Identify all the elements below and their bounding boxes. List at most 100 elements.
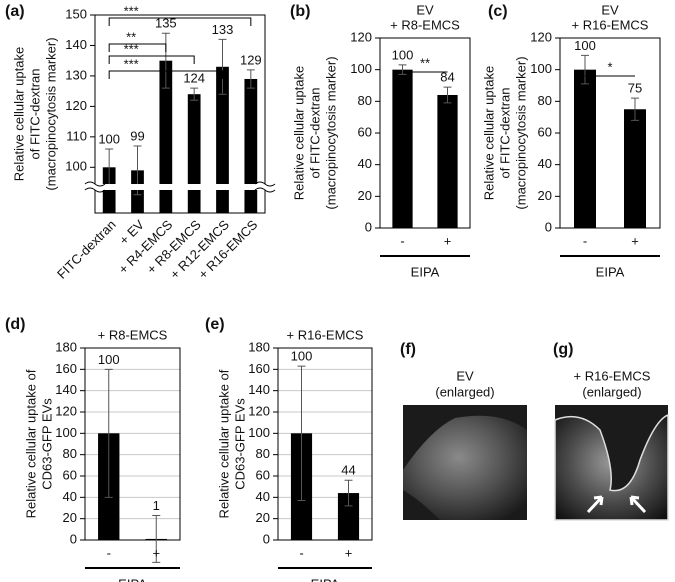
y-tick-label: 0 xyxy=(263,531,270,546)
value-label: 100 xyxy=(392,47,414,62)
y-tick-label: 100 xyxy=(55,425,77,440)
y-axis-label: (macropinocytosis marker) xyxy=(323,56,338,209)
value-label: 135 xyxy=(155,16,177,31)
y-tick-label: 80 xyxy=(63,446,77,461)
y-axis-label: of FITC-dextran xyxy=(307,87,322,178)
significance-bracket xyxy=(108,43,167,52)
arrow xyxy=(629,495,647,514)
y-axis-label: of FITC-dextran xyxy=(27,68,42,159)
y-tick-label: 40 xyxy=(358,156,372,171)
value-label: 100 xyxy=(98,352,120,367)
value-label: 100 xyxy=(291,349,313,364)
bar xyxy=(437,95,458,228)
panel-label: (e) xyxy=(205,316,225,333)
y-axis-label: Relative cellular uptake xyxy=(11,47,26,181)
image-caption: + R16-EMCS xyxy=(574,368,651,383)
y-tick-label: 20 xyxy=(256,510,270,525)
x-tick-label: - xyxy=(583,233,587,248)
y-tick-label: 130 xyxy=(65,67,87,82)
arrow xyxy=(586,495,604,514)
cell-g xyxy=(554,413,669,521)
error-bar xyxy=(344,479,353,507)
break-mark xyxy=(254,181,276,193)
y-tick-label: 60 xyxy=(538,124,552,139)
error-bar xyxy=(631,97,639,121)
y-tick-label: 40 xyxy=(538,156,552,171)
y-tick-label: 60 xyxy=(63,467,77,482)
panel-label: (c) xyxy=(488,3,508,20)
significance-label: *** xyxy=(124,41,139,56)
y-tick-label: 120 xyxy=(55,403,77,418)
plot-frame xyxy=(94,14,266,214)
significance-label: *** xyxy=(124,3,139,18)
y-tick-label: 160 xyxy=(248,361,270,376)
y-tick-label: 20 xyxy=(358,188,372,203)
bar xyxy=(392,69,413,229)
y-axis-label: Relative cellular uptake xyxy=(481,66,496,200)
y-tick-label: 20 xyxy=(538,188,552,203)
plot-frame xyxy=(379,37,471,229)
error-bar xyxy=(104,368,113,498)
significance-bracket xyxy=(108,70,223,79)
x-tick-label: - xyxy=(400,233,404,248)
value-label: 75 xyxy=(628,81,642,96)
y-tick-label: 160 xyxy=(55,361,77,376)
value-label: 100 xyxy=(574,38,596,53)
value-label: 133 xyxy=(212,22,234,37)
y-tick-label: 80 xyxy=(538,93,552,108)
y-tick-label: 20 xyxy=(63,510,77,525)
image-caption: EV xyxy=(456,368,474,383)
value-label: 99 xyxy=(130,128,144,143)
cell-f xyxy=(403,415,527,520)
panel-label: (b) xyxy=(290,3,310,20)
error-bar xyxy=(161,32,170,89)
y-tick-label: 180 xyxy=(248,339,270,354)
plot-frame xyxy=(84,347,181,541)
x-tick-label: + xyxy=(345,545,353,560)
image-caption: (enlarged) xyxy=(582,384,641,399)
x-tick-label: - xyxy=(107,545,111,560)
y-tick-label: 40 xyxy=(256,489,270,504)
error-bar xyxy=(581,54,589,85)
y-tick-label: 140 xyxy=(55,382,77,397)
bar xyxy=(216,66,229,214)
y-axis-label: Relative cellular uptake of xyxy=(23,369,38,518)
plot-frame xyxy=(559,37,661,229)
error-bar xyxy=(297,365,306,502)
y-axis-label: (macropinocytosis marker) xyxy=(513,56,528,209)
value-label: 100 xyxy=(98,131,120,146)
significance-label: ** xyxy=(126,29,136,44)
y-tick-label: 0 xyxy=(365,219,372,234)
bar xyxy=(337,493,360,540)
x-axis-label: EIPA xyxy=(596,264,625,279)
error-bar xyxy=(152,514,161,563)
value-label: 84 xyxy=(440,70,454,85)
significance-label: *** xyxy=(124,56,139,71)
y-axis-label: CD63-GFP EVs xyxy=(232,398,247,490)
error-bar xyxy=(398,64,407,75)
x-tick-label: - xyxy=(299,545,303,560)
y-tick-label: 80 xyxy=(256,446,270,461)
y-tick-label: 100 xyxy=(350,61,372,76)
plot-frame xyxy=(277,347,373,541)
x-tick-label: FITC-dextran xyxy=(54,217,119,282)
panel-label: (g) xyxy=(553,341,573,358)
chart-title: + R16-EMCS xyxy=(287,327,364,342)
error-bar xyxy=(443,86,452,104)
y-tick-label: 120 xyxy=(530,29,552,44)
error-bar xyxy=(246,69,255,89)
y-tick-label: 180 xyxy=(55,339,77,354)
y-tick-label: 100 xyxy=(65,159,87,174)
value-label: 129 xyxy=(240,52,262,67)
panel-label: (f) xyxy=(400,341,416,358)
significance-label: ** xyxy=(420,55,430,70)
y-axis-label: CD63-GFP EVs xyxy=(39,398,54,490)
y-tick-label: 100 xyxy=(530,61,552,76)
chart-title: EV xyxy=(416,2,434,17)
y-tick-label: 0 xyxy=(545,219,552,234)
y-axis-label: of FITC-dextran xyxy=(497,87,512,178)
bar xyxy=(159,60,173,213)
y-tick-label: 0 xyxy=(70,531,77,546)
y-tick-label: 60 xyxy=(358,124,372,139)
